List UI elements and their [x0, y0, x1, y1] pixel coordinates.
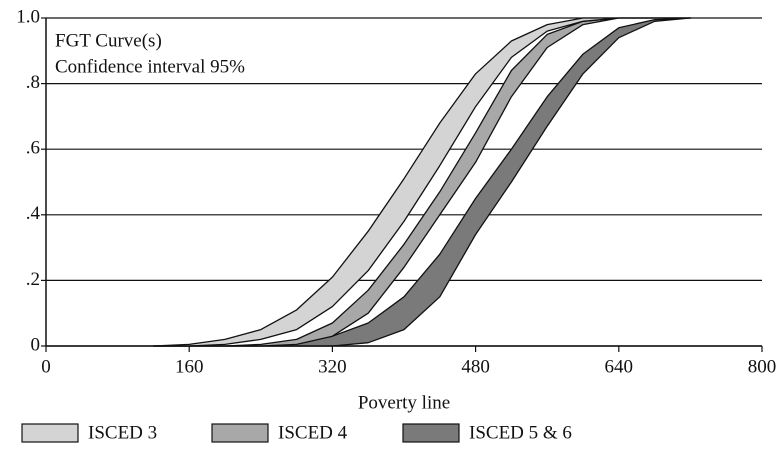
x-tick-label: 480 [461, 356, 490, 377]
legend-label: ISCED 5 & 6 [469, 422, 572, 443]
confidence-band [152, 17, 692, 347]
x-tick-label: 800 [748, 356, 777, 377]
y-tick-label: 1.0 [16, 6, 40, 27]
x-axis-label: Poverty line [358, 392, 450, 413]
y-tick-label: .4 [26, 203, 41, 224]
x-tick-label: 640 [605, 356, 634, 377]
legend-swatch [21, 423, 79, 443]
legend-label: ISCED 3 [88, 422, 157, 443]
x-tick-label: 320 [318, 356, 347, 377]
x-tick-label: 0 [41, 356, 51, 377]
legend-swatch [402, 423, 460, 443]
annotation: FGT Curve(s) [55, 30, 162, 51]
annotation: Confidence interval 95% [55, 56, 245, 77]
x-tick-label: 160 [175, 356, 204, 377]
legend-label: ISCED 4 [278, 422, 348, 443]
y-tick-label: 0 [31, 334, 41, 355]
y-tick-label: .6 [26, 138, 40, 159]
y-tick-label: .2 [26, 269, 40, 290]
y-tick-label: .8 [26, 72, 40, 93]
legend-swatch [211, 423, 269, 443]
